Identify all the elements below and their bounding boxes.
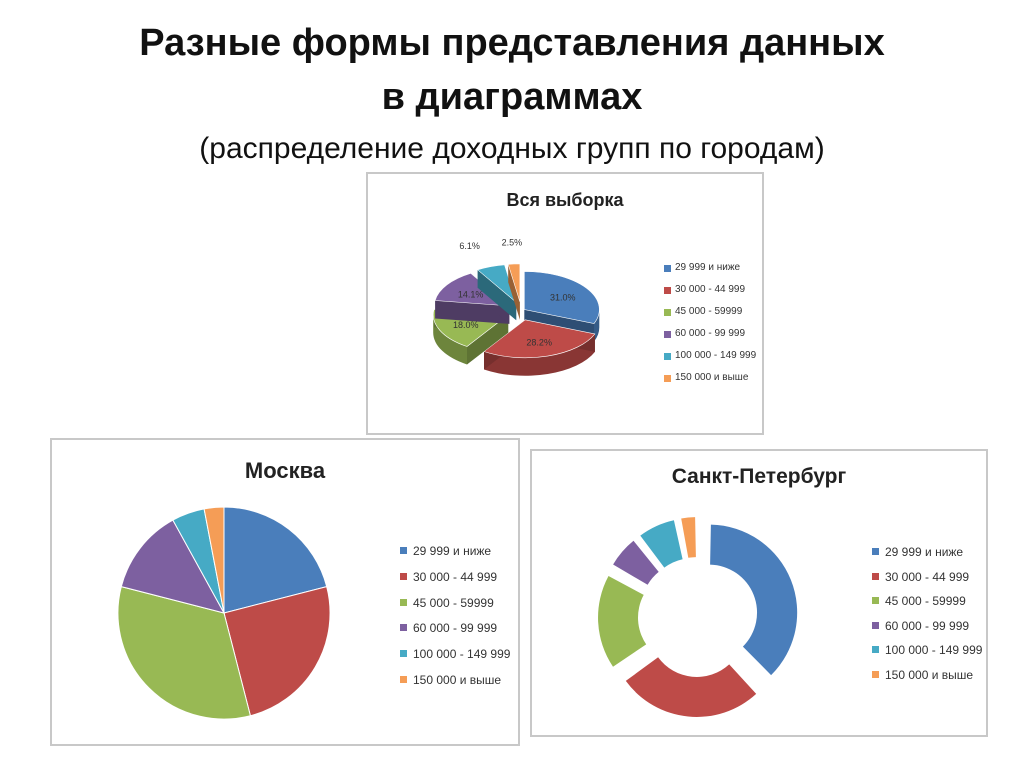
data-label: 28.2% bbox=[526, 338, 552, 348]
legend-swatch bbox=[400, 572, 407, 580]
legend-label: 100 000 - 149 999 bbox=[413, 647, 511, 662]
slide-title-line2: в диаграммах bbox=[381, 76, 643, 118]
legend-label: 150 000 и выше bbox=[675, 372, 749, 383]
legend-item-1: 29 999 и ниже bbox=[400, 544, 510, 570]
pie-slice-150-000-и-выше bbox=[507, 263, 521, 320]
legend-label: 45 000 - 59999 bbox=[413, 595, 494, 610]
legend-swatch bbox=[400, 547, 407, 554]
chart-panel-moscow: Москва 29 999 и ниже 30 000 - 44 999 45 00… bbox=[50, 438, 520, 746]
legend-label: 60 000 - 99 999 bbox=[885, 618, 970, 633]
legend-swatch bbox=[872, 548, 879, 555]
legend-swatch bbox=[400, 598, 407, 606]
legend-item-6: 150 000 и выше bbox=[872, 668, 982, 693]
legend-item-5: 100 000 - 149 999 bbox=[872, 643, 982, 668]
pie-slice-30-000-44-999 bbox=[223, 585, 331, 717]
doughnut-chart bbox=[598, 517, 798, 717]
pie-3d-chart: 31.0% 28.2% 18.0% 14.1% 6.1% 2.5% bbox=[433, 238, 600, 376]
pie-slice-30-000-44-999 bbox=[483, 319, 596, 376]
legend-swatch bbox=[400, 624, 407, 632]
legend-label: 60 000 - 99 999 bbox=[675, 328, 746, 339]
pie-chart bbox=[117, 506, 331, 720]
legend-swatch bbox=[872, 597, 879, 605]
legend-label: 150 000 и выше bbox=[413, 672, 502, 687]
legend-label: 60 000 - 99 999 bbox=[413, 621, 498, 636]
doughnut-segment-29-999-и-ниже bbox=[710, 524, 798, 676]
legend-swatch bbox=[872, 670, 879, 678]
legend-label: 29 999 и ниже bbox=[675, 262, 741, 273]
legend-item-5: 100 000 - 149 999 bbox=[400, 647, 510, 673]
data-label: 18.0% bbox=[453, 320, 479, 330]
legend-label: 150 000 и выше bbox=[885, 667, 974, 682]
legend-item-4: 60 000 - 99 999 bbox=[664, 328, 756, 350]
legend-item-2: 30 000 - 44 999 bbox=[664, 284, 756, 306]
legend-item-1: 29 999 и ниже bbox=[664, 262, 756, 284]
legend-swatch bbox=[872, 646, 879, 654]
legend-label: 30 000 - 44 999 bbox=[675, 284, 746, 295]
chart-legend: 29 999 и ниже 30 000 - 44 999 45 000 - 599… bbox=[872, 545, 982, 693]
doughnut-segment-100-000-149-999 bbox=[640, 520, 683, 568]
legend-swatch bbox=[872, 572, 879, 580]
legend-swatch bbox=[664, 265, 671, 272]
chart-legend: 29 999 и ниже 30 000 - 44 999 45 000 - 599… bbox=[400, 544, 510, 699]
legend-item-2: 30 000 - 44 999 bbox=[400, 570, 510, 596]
doughnut-segment-150-000-и-выше bbox=[681, 517, 696, 558]
legend-label: 100 000 - 149 999 bbox=[885, 643, 983, 658]
legend-item-4: 60 000 - 99 999 bbox=[400, 621, 510, 647]
legend-label: 100 000 - 149 999 bbox=[675, 350, 757, 361]
legend-swatch bbox=[664, 331, 671, 338]
chart-panel-whole-sample: Вся выборка 31.0% 28.2% 18.0% 14.1% 6.1% 2.5%… bbox=[366, 172, 764, 435]
legend-swatch bbox=[872, 621, 879, 629]
legend-swatch bbox=[664, 375, 671, 382]
doughnut-segment-30-000-44-999 bbox=[625, 657, 757, 717]
pie-slice-29-999-и-ниже bbox=[223, 506, 328, 614]
legend-swatch bbox=[400, 675, 407, 683]
chart-legend: 29 999 и ниже 30 000 - 44 999 45 000 - 599… bbox=[664, 262, 756, 394]
legend-label: 45 000 - 59999 bbox=[675, 306, 743, 317]
doughnut-segment-45-000-59999 bbox=[598, 576, 647, 667]
slide-subtitle: (распределение доходных групп по городам… bbox=[199, 132, 825, 165]
legend-label: 30 000 - 44 999 bbox=[413, 569, 498, 584]
legend-item-3: 45 000 - 59999 bbox=[400, 596, 510, 622]
pie-slice-60-000-99-999 bbox=[120, 519, 225, 614]
legend-item-6: 150 000 и выше bbox=[400, 673, 510, 699]
legend-item-1: 29 999 и ниже bbox=[872, 545, 982, 570]
pie-slice-45-000-59999 bbox=[117, 585, 252, 720]
data-label: 14.1% bbox=[458, 289, 484, 299]
chart-panel-saint-petersburg: Санкт-Петербург 29 999 и ниже 30 000 - 44… bbox=[530, 449, 988, 737]
legend-item-5: 100 000 - 149 999 bbox=[664, 350, 756, 372]
legend-item-2: 30 000 - 44 999 bbox=[872, 570, 982, 595]
legend-item-6: 150 000 и выше bbox=[664, 372, 756, 394]
legend-swatch bbox=[400, 650, 407, 658]
chart-title: Санкт-Петербург bbox=[671, 465, 847, 488]
data-label: 6.1% bbox=[459, 241, 480, 251]
pie-slice-100-000-149-999 bbox=[476, 264, 517, 321]
legend-item-4: 60 000 - 99 999 bbox=[872, 619, 982, 644]
legend-swatch bbox=[664, 287, 671, 294]
legend-label: 29 999 и ниже bbox=[413, 544, 492, 558]
legend-label: 30 000 - 44 999 bbox=[885, 569, 970, 584]
legend-label: 29 999 и ниже bbox=[885, 545, 964, 559]
legend-swatch bbox=[664, 353, 671, 360]
data-label: 31.0% bbox=[550, 292, 576, 302]
pie-slice-150-000-и-выше bbox=[203, 506, 225, 614]
legend-swatch bbox=[664, 309, 671, 316]
doughnut-segment-60-000-99-999 bbox=[613, 540, 659, 585]
legend-item-3: 45 000 - 59999 bbox=[664, 306, 756, 328]
data-label: 2.5% bbox=[502, 238, 523, 248]
chart-title: Москва bbox=[244, 458, 326, 483]
slide-title-line1: Разные формы представления данных bbox=[139, 22, 885, 64]
legend-label: 45 000 - 59999 bbox=[885, 594, 966, 609]
chart-title: Вся выборка bbox=[506, 190, 624, 210]
legend-item-3: 45 000 - 59999 bbox=[872, 594, 982, 619]
